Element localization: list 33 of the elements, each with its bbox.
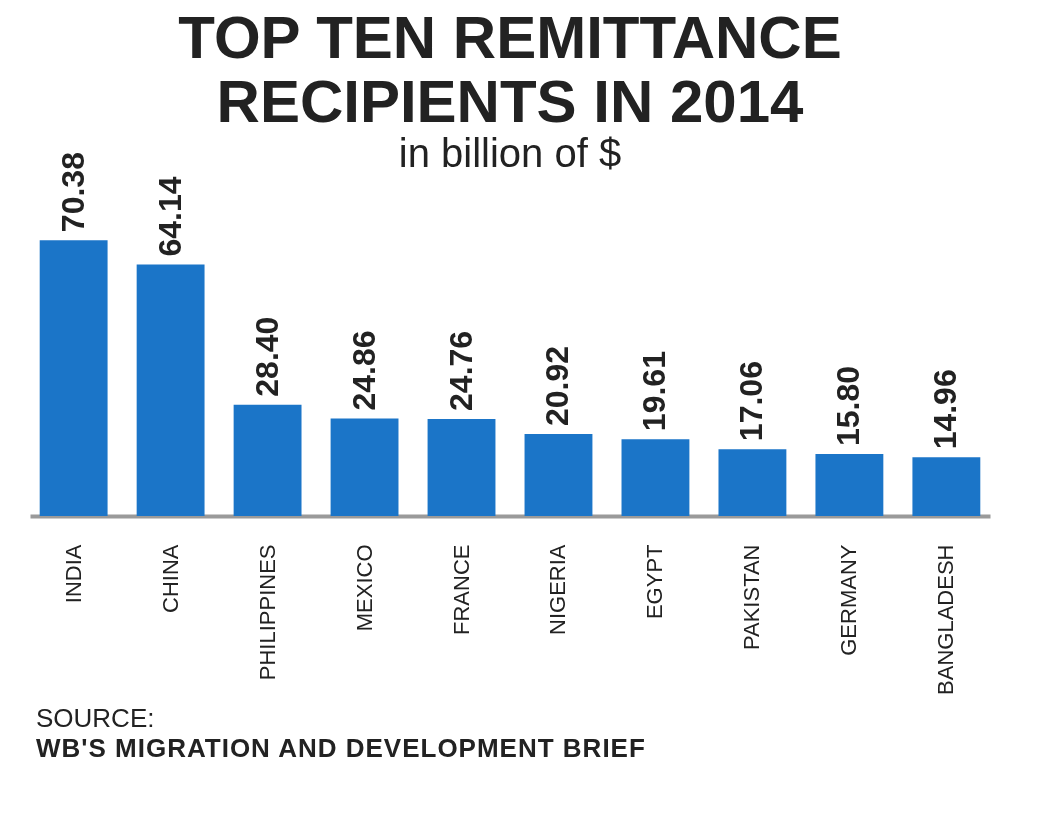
data-label: 28.40 (248, 316, 285, 397)
x-tick-label: MEXICO (351, 544, 377, 632)
bar (718, 449, 787, 516)
bar (815, 454, 884, 516)
data-label: 70.38 (54, 152, 91, 233)
data-label: 24.86 (345, 330, 382, 411)
x-tick-label: NIGERIA (545, 544, 571, 635)
bar (621, 439, 690, 516)
bar (912, 457, 981, 516)
x-tick-label: FRANCE (448, 544, 474, 635)
bar (233, 404, 302, 516)
bar (330, 418, 399, 516)
data-label: 17.06 (733, 361, 770, 442)
text: WB'S MIGRATION AND DEVELOPMENT BRIEF (36, 733, 647, 763)
data-label: 20.92 (539, 345, 576, 426)
x-tick-label: GERMANY (836, 544, 862, 656)
data-label: 14.96 (927, 369, 964, 450)
x-tick-label: CHINA (157, 544, 183, 613)
x-tick-label: PHILIPPINES (254, 544, 280, 681)
bar (136, 264, 205, 516)
x-tick-label: PAKISTAN (739, 544, 765, 651)
bar (524, 434, 593, 516)
x-tick-label: EGYPT (642, 544, 668, 620)
x-tick-label: BANGLADESH (933, 544, 959, 695)
data-label: 19.61 (636, 351, 673, 432)
data-label: 64.14 (151, 176, 188, 257)
text: TOP TEN REMITTANCE (178, 4, 842, 71)
x-tick-label: INDIA (60, 544, 86, 604)
bar (427, 418, 496, 516)
data-label: 15.80 (830, 365, 867, 447)
data-label: 24.76 (442, 330, 479, 411)
source-note: SOURCE: (36, 703, 156, 733)
bar (39, 240, 108, 516)
